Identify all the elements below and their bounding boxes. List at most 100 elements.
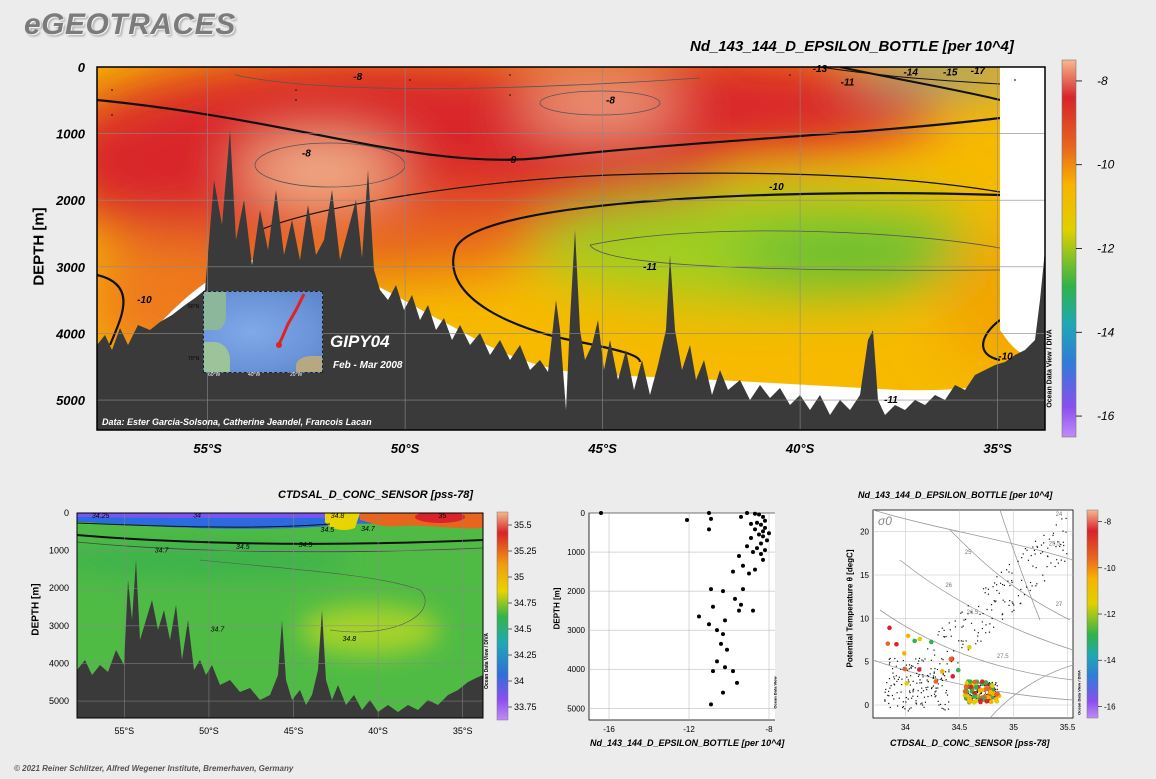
salinity-colorbar-label: 34 (514, 676, 524, 686)
ts-ctd-point (909, 684, 911, 686)
ts-ctd-point (923, 706, 925, 708)
salinity-contour-label: 34.7 (361, 526, 376, 533)
main-ytick-label: 0 (78, 60, 86, 75)
ts-plot: 24 25 25.5 26 26.5 27 27.5 0 5 10 15 20 34 34.5 35 35… (860, 509, 1116, 732)
ts-ctd-point (945, 692, 947, 694)
main-colorbar-label: -14 (1097, 325, 1115, 339)
ts-ctd-point (985, 694, 988, 696)
ts-xtick-label: 34.5 (952, 723, 968, 732)
ts-ctd-point (1034, 553, 1036, 555)
ts-ctd-point (982, 588, 985, 590)
ts-ctd-point (1033, 549, 1036, 551)
profile-point (711, 604, 715, 609)
ts-ctd-point (1022, 553, 1024, 555)
ts-ctd-point (1052, 534, 1054, 536)
ts-ctd-point (1043, 542, 1045, 544)
salinity-contour-label: 34.5 (299, 542, 313, 549)
ts-ctd-point (884, 691, 886, 693)
profile-xlabel: Nd_143_144_D_EPSILON_BOTTLE [per 10^4] (590, 738, 785, 748)
ts-ctd-point (954, 620, 956, 622)
ts-ctd-point (976, 689, 978, 691)
ts-nd-point (971, 699, 977, 705)
ts-ctd-point (982, 612, 984, 615)
profile-point (715, 659, 719, 664)
ts-sigma-isoline-label: 26 (945, 583, 952, 589)
ts-ctd-point (1036, 583, 1038, 585)
ts-ctd-point (1008, 563, 1010, 566)
ts-ctd-point (987, 588, 989, 590)
profile-point (709, 587, 713, 592)
ts-nd-point (917, 636, 923, 642)
ts-nd-point (967, 644, 972, 650)
ts-ctd-point (892, 672, 894, 674)
ts-ctd-point (985, 632, 987, 634)
ts-ctd-point (1050, 562, 1052, 564)
brand-logo-text: eGEOTRACES (24, 8, 236, 41)
ts-ctd-point (901, 678, 903, 680)
ts-ctd-point (910, 665, 913, 667)
ts-ctd-point (1002, 599, 1004, 601)
ts-ctd-point (909, 691, 911, 694)
ts-ctd-point (935, 695, 937, 697)
profile-point (707, 622, 711, 627)
ts-ctd-point (967, 684, 969, 686)
ts-ctd-point (919, 682, 921, 684)
profile-ytick-label: 0 (581, 509, 586, 518)
salinity-plot: 0 1000 2000 3000 4000 5000 55°S 50°S 45°S 40°S 35… (49, 508, 537, 736)
ts-ctd-point (940, 678, 942, 680)
ts-ctd-point (1002, 613, 1004, 615)
salinity-colorbar-label: 33.75 (514, 702, 537, 712)
ts-ctd-point (917, 663, 919, 665)
ts-ctd-point (937, 687, 939, 689)
ts-ctd-point (979, 684, 982, 687)
ts-ctd-point (912, 689, 914, 691)
ts-ctd-point (927, 648, 929, 650)
ts-ctd-point (944, 703, 946, 706)
ts-ctd-point (960, 640, 962, 642)
ts-ctd-point (902, 659, 904, 662)
ts-ctd-point (1064, 560, 1066, 562)
ts-ctd-point (1046, 566, 1048, 568)
main-colorbar-label: -16 (1097, 409, 1115, 423)
ts-odv-credit: Ocean Data View / DIVA (1076, 670, 1082, 715)
ts-ctd-point (1012, 602, 1014, 605)
ts-colorbar-label: -8 (1104, 518, 1112, 527)
ts-ctd-point (961, 611, 963, 613)
salinity-contour-label: 34 (193, 512, 201, 519)
ts-sigma-isoline-label: 27 (1056, 602, 1063, 608)
profile-point (757, 512, 761, 517)
profile-point (721, 690, 725, 695)
main-section-title: Nd_143_144_D_EPSILON_BOTTLE [per 10^4] (690, 38, 1014, 55)
ts-ctd-point (901, 683, 903, 686)
ts-ctd-point (895, 675, 897, 677)
salinity-colorbar-label: 35 (514, 572, 524, 582)
ts-ctd-point (908, 681, 910, 683)
ts-ctd-point (1052, 532, 1055, 534)
ts-ctd-point (980, 640, 982, 642)
ts-nd-point (983, 686, 989, 692)
ts-ctd-point (1034, 540, 1037, 542)
profile-point (723, 618, 727, 623)
main-contour-label: -9 (507, 155, 516, 166)
ts-nd-point (994, 699, 1000, 704)
salinity-ytick-label: 1000 (49, 546, 69, 556)
profile-point (751, 608, 755, 613)
ts-ctd-point (918, 657, 921, 659)
ts-ctd-point (1001, 583, 1004, 586)
ts-ctd-point (919, 679, 921, 681)
ts-ctd-point (898, 697, 900, 699)
ts-ctd-point (988, 631, 991, 633)
main-xtick-label: 55°S (193, 441, 222, 456)
salinity-ytick-label: 2000 (49, 583, 69, 593)
ts-ctd-point (1006, 569, 1008, 571)
ts-ctd-point (943, 635, 945, 638)
ts-ctd-point (907, 679, 909, 681)
ts-ctd-point (943, 629, 945, 631)
ts-ctd-point (949, 629, 951, 631)
ts-ctd-point (902, 701, 904, 703)
ts-ctd-point (910, 667, 912, 669)
salinity-ytick-label: 3000 (49, 621, 69, 631)
ts-ctd-point (948, 671, 950, 673)
ts-ctd-point (888, 663, 891, 665)
ts-ctd-point (1065, 531, 1067, 533)
